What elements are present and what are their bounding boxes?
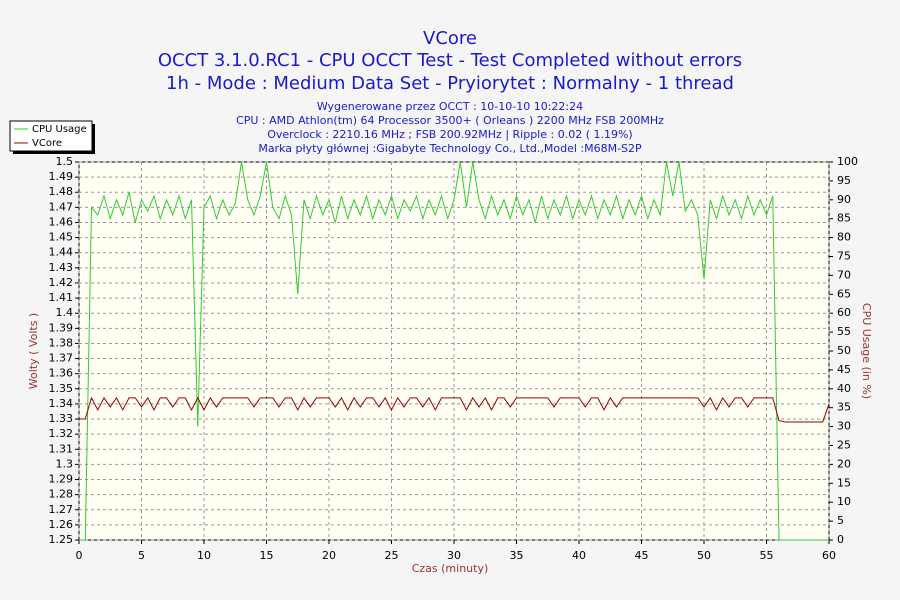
- y2-tick-label: 85: [837, 212, 851, 225]
- y-tick-label: 1.35: [49, 382, 74, 395]
- y2-tick-label: 25: [837, 439, 851, 452]
- series-line: [79, 396, 830, 423]
- y-tick-label: 1.44: [49, 246, 74, 259]
- y2-tick-label: 40: [837, 382, 851, 395]
- y-tick-label: 1.47: [49, 200, 74, 213]
- y-tick-label: 1.37: [49, 352, 74, 365]
- y2-tick-label: 20: [837, 457, 851, 470]
- y2-tick-label: 35: [837, 401, 851, 414]
- chart-title: VCore: [423, 28, 477, 49]
- info-line: Marka płyty głównej :Gigabyte Technology…: [258, 142, 642, 155]
- y2-tick-label: 55: [837, 325, 851, 338]
- y2-tick-label: 95: [837, 174, 851, 187]
- y2-tick-label: 15: [837, 476, 851, 489]
- y2-tick-label: 5: [837, 514, 844, 527]
- y-tick-label: 1.25: [49, 533, 74, 546]
- y-tick-label: 1.49: [49, 170, 74, 183]
- y-axis-label: Wolty ( Volts ): [27, 313, 40, 389]
- y2-tick-label: 30: [837, 420, 851, 433]
- x-tick-label: 0: [76, 549, 83, 562]
- x-tick-label: 50: [697, 549, 711, 562]
- y2-tick-label: 60: [837, 306, 851, 319]
- x-axis-label: Czas (minuty): [412, 562, 489, 575]
- info-line: CPU : AMD Athlon(tm) 64 Processor 3500+ …: [236, 114, 664, 127]
- legend-label: CPU Usage: [32, 124, 87, 135]
- y-tick-label: 1.34: [49, 397, 74, 410]
- x-tick-label: 15: [260, 549, 274, 562]
- x-tick-label: 45: [635, 549, 649, 562]
- chart-subtitle: OCCT 3.1.0.RC1 - CPU OCCT Test - Test Co…: [158, 50, 742, 71]
- y-tick-label: 1.38: [49, 336, 74, 349]
- y-tick-label: 1.42: [49, 276, 74, 289]
- x-tick-label: 25: [385, 549, 399, 562]
- x-tick-label: 30: [447, 549, 461, 562]
- y-tick-label: 1.46: [49, 215, 74, 228]
- x-tick-label: 5: [138, 549, 145, 562]
- y-tick-label: 1.4: [56, 306, 74, 319]
- x-tick-label: 10: [197, 549, 211, 562]
- y-tick-label: 1.5: [56, 155, 74, 168]
- x-tick-label: 55: [760, 549, 774, 562]
- y2-tick-label: 45: [837, 363, 851, 376]
- y2-tick-label: 75: [837, 250, 851, 263]
- x-tick-label: 35: [510, 549, 524, 562]
- y-tick-label: 1.26: [49, 518, 74, 531]
- y-tick-label: 1.31: [49, 442, 74, 455]
- y-tick-label: 1.3: [56, 457, 74, 470]
- y-tick-label: 1.27: [49, 503, 74, 516]
- y-tick-label: 1.28: [49, 488, 74, 501]
- y-tick-label: 1.36: [49, 367, 74, 380]
- y-tick-label: 1.41: [49, 291, 74, 304]
- y2-tick-label: 0: [837, 533, 844, 546]
- legend-label: VCore: [32, 138, 62, 149]
- y2-axis-label: CPU Usage (in %): [860, 303, 873, 399]
- x-tick-label: 20: [322, 549, 336, 562]
- y2-tick-label: 70: [837, 268, 851, 281]
- x-tick-label: 60: [822, 549, 836, 562]
- y-tick-label: 1.43: [49, 261, 74, 274]
- y2-tick-label: 90: [837, 193, 851, 206]
- y-tick-label: 1.39: [49, 321, 74, 334]
- series-line: [79, 161, 829, 541]
- y2-tick-label: 50: [837, 344, 851, 357]
- y2-tick-label: 65: [837, 287, 851, 300]
- y-tick-label: 1.29: [49, 473, 74, 486]
- y-tick-label: 1.33: [49, 412, 74, 425]
- y-tick-label: 1.45: [49, 231, 74, 244]
- x-tick-label: 40: [572, 549, 586, 562]
- y2-tick-label: 100: [837, 155, 858, 168]
- y-tick-label: 1.32: [49, 427, 74, 440]
- legend: [9, 120, 93, 152]
- info-line: Wygenerowane przez OCCT : 10-10-10 10:22…: [317, 100, 583, 113]
- info-line: Overclock : 2210.16 MHz ; FSB 200.92MHz …: [267, 128, 632, 141]
- chart-subtitle: 1h - Mode : Medium Data Set - Pryiorytet…: [166, 73, 734, 94]
- y2-tick-label: 80: [837, 231, 851, 244]
- y2-tick-label: 10: [837, 495, 851, 508]
- y-tick-label: 1.48: [49, 185, 74, 198]
